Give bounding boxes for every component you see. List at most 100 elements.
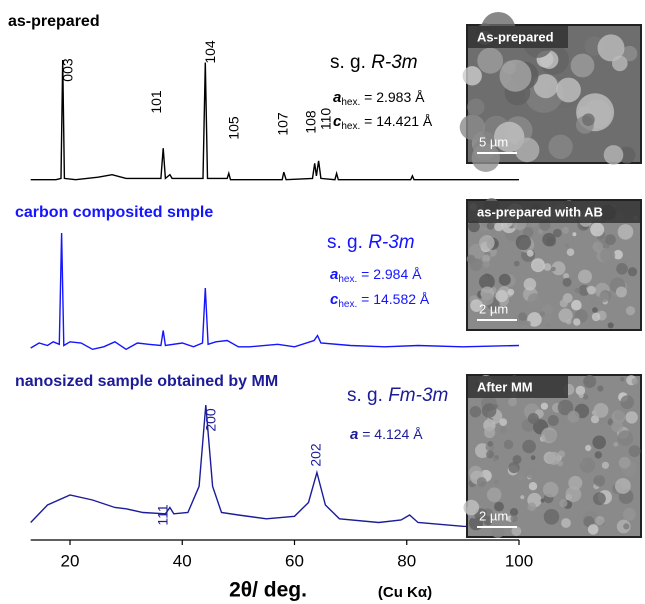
peak-label: 108 <box>302 110 318 134</box>
scale-label: 2 µm <box>479 508 508 523</box>
lattice-subscript: hex. <box>341 97 360 108</box>
sem-particle <box>583 375 597 388</box>
sem-particle <box>587 285 596 295</box>
sem-particle <box>471 143 500 172</box>
lattice-symbol: a <box>330 266 338 283</box>
sem-particle <box>582 113 595 126</box>
lattice-parameter: a = 4.124 Å <box>350 426 423 443</box>
sem-particle <box>482 254 491 263</box>
sem-particle <box>597 385 604 392</box>
lattice-subscript: hex. <box>341 121 360 132</box>
sem-particle <box>547 415 559 426</box>
sem-particle <box>481 292 494 306</box>
sem-particle <box>582 394 589 400</box>
sem-label: As-prepared <box>477 29 554 44</box>
sem-particle <box>494 501 504 512</box>
space-group: s. g. R-3m <box>327 232 415 253</box>
scale-label: 2 µm <box>479 301 508 316</box>
sem-particle <box>469 406 482 418</box>
sem-particle <box>543 263 552 271</box>
sem-particle <box>486 487 502 503</box>
space-group: s. g. R-3m <box>330 52 418 73</box>
sem-particle <box>602 526 612 536</box>
lattice-value: = 2.984 Å <box>357 266 422 282</box>
sem-particle <box>542 481 559 498</box>
sem-particle <box>523 227 534 238</box>
sem-particle <box>563 273 570 279</box>
sem-particle <box>571 299 582 311</box>
sem-particle <box>607 322 614 329</box>
sem-particle <box>538 228 544 234</box>
sem-particle <box>574 287 581 294</box>
sem-particle <box>566 248 575 256</box>
sem-particle <box>526 320 531 326</box>
sem-particle <box>518 312 527 321</box>
sem-particle <box>621 45 638 62</box>
sem-particle <box>515 234 532 251</box>
sem-particle <box>600 418 606 424</box>
space-group-prefix: s. g. <box>327 232 368 253</box>
sem-particle <box>620 395 635 410</box>
x-tick-label: 100 <box>505 551 533 570</box>
sem-particle <box>508 397 517 407</box>
sem-particle <box>595 515 605 526</box>
sem-particle <box>541 427 557 444</box>
sem-particle <box>587 524 599 535</box>
sem-particle <box>462 66 482 86</box>
sem-particle <box>542 232 556 247</box>
sem-particle <box>507 288 515 296</box>
lattice-value: = 4.124 Å <box>358 426 423 442</box>
sem-particle <box>562 277 572 287</box>
sem-particle <box>557 399 574 416</box>
sem-particle <box>526 249 534 257</box>
peak-label: 110 <box>317 108 333 131</box>
sem-particle <box>511 526 522 537</box>
sem-particle <box>575 385 586 396</box>
sem-particle <box>547 451 561 465</box>
sem-particle <box>590 415 600 424</box>
space-group-symbol: Fm-3m <box>388 385 448 406</box>
sem-particle <box>540 402 549 410</box>
sem-image: as-prepared with AB 2 µm <box>466 198 642 331</box>
sem-particle <box>572 232 577 237</box>
sem-particle <box>508 462 520 474</box>
sem-particle <box>600 248 616 263</box>
sem-particle <box>578 269 592 284</box>
sem-particle <box>479 235 495 251</box>
sem-particle <box>573 318 581 326</box>
sem-particle <box>605 234 616 246</box>
sem-particle <box>559 299 568 308</box>
sem-particle <box>565 486 582 503</box>
sem-particle <box>530 455 536 461</box>
xrd-pattern <box>30 404 520 529</box>
sem-particle <box>492 457 498 462</box>
sem-particle <box>514 137 540 163</box>
sem-header <box>468 201 640 223</box>
sem-particle <box>482 260 490 268</box>
peak-label: 200 <box>203 408 219 432</box>
sem-header <box>468 376 568 398</box>
sem-particle <box>620 377 625 382</box>
sem-particle <box>556 77 581 103</box>
sem-particle <box>498 273 511 286</box>
sem-particle <box>469 258 483 271</box>
sem-particle <box>470 299 483 312</box>
lattice-subscript: hex. <box>338 274 357 285</box>
sem-particle <box>493 404 499 409</box>
sem-particle <box>548 134 573 159</box>
sem-particle <box>617 430 634 446</box>
sem-particle <box>551 266 556 272</box>
sem-particle <box>516 473 524 481</box>
sem-particle <box>565 243 570 248</box>
legend-label: carbon composited smple <box>15 204 213 221</box>
sem-particle <box>562 226 569 234</box>
peak-label: 107 <box>275 112 291 136</box>
sem-particle <box>533 74 558 99</box>
sem-particle <box>568 475 583 490</box>
sem-particle <box>593 403 609 418</box>
sem-particle <box>503 439 514 450</box>
legend-label: as-prepared <box>8 13 100 30</box>
peak-label: 101 <box>148 90 164 114</box>
sem-particle <box>485 308 497 319</box>
